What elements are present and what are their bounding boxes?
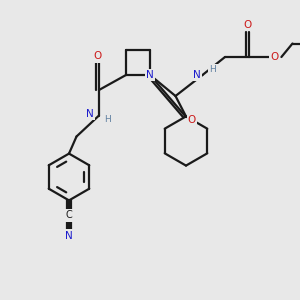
- Text: N: N: [65, 230, 73, 241]
- Text: N: N: [86, 109, 94, 119]
- Text: O: O: [93, 51, 102, 62]
- Text: O: O: [270, 52, 279, 62]
- Text: H: H: [104, 116, 111, 124]
- Text: H: H: [210, 65, 216, 74]
- Text: O: O: [243, 20, 252, 30]
- Text: O: O: [188, 115, 196, 125]
- Text: C: C: [66, 210, 72, 220]
- Text: N: N: [146, 70, 154, 80]
- Text: N: N: [193, 70, 201, 80]
